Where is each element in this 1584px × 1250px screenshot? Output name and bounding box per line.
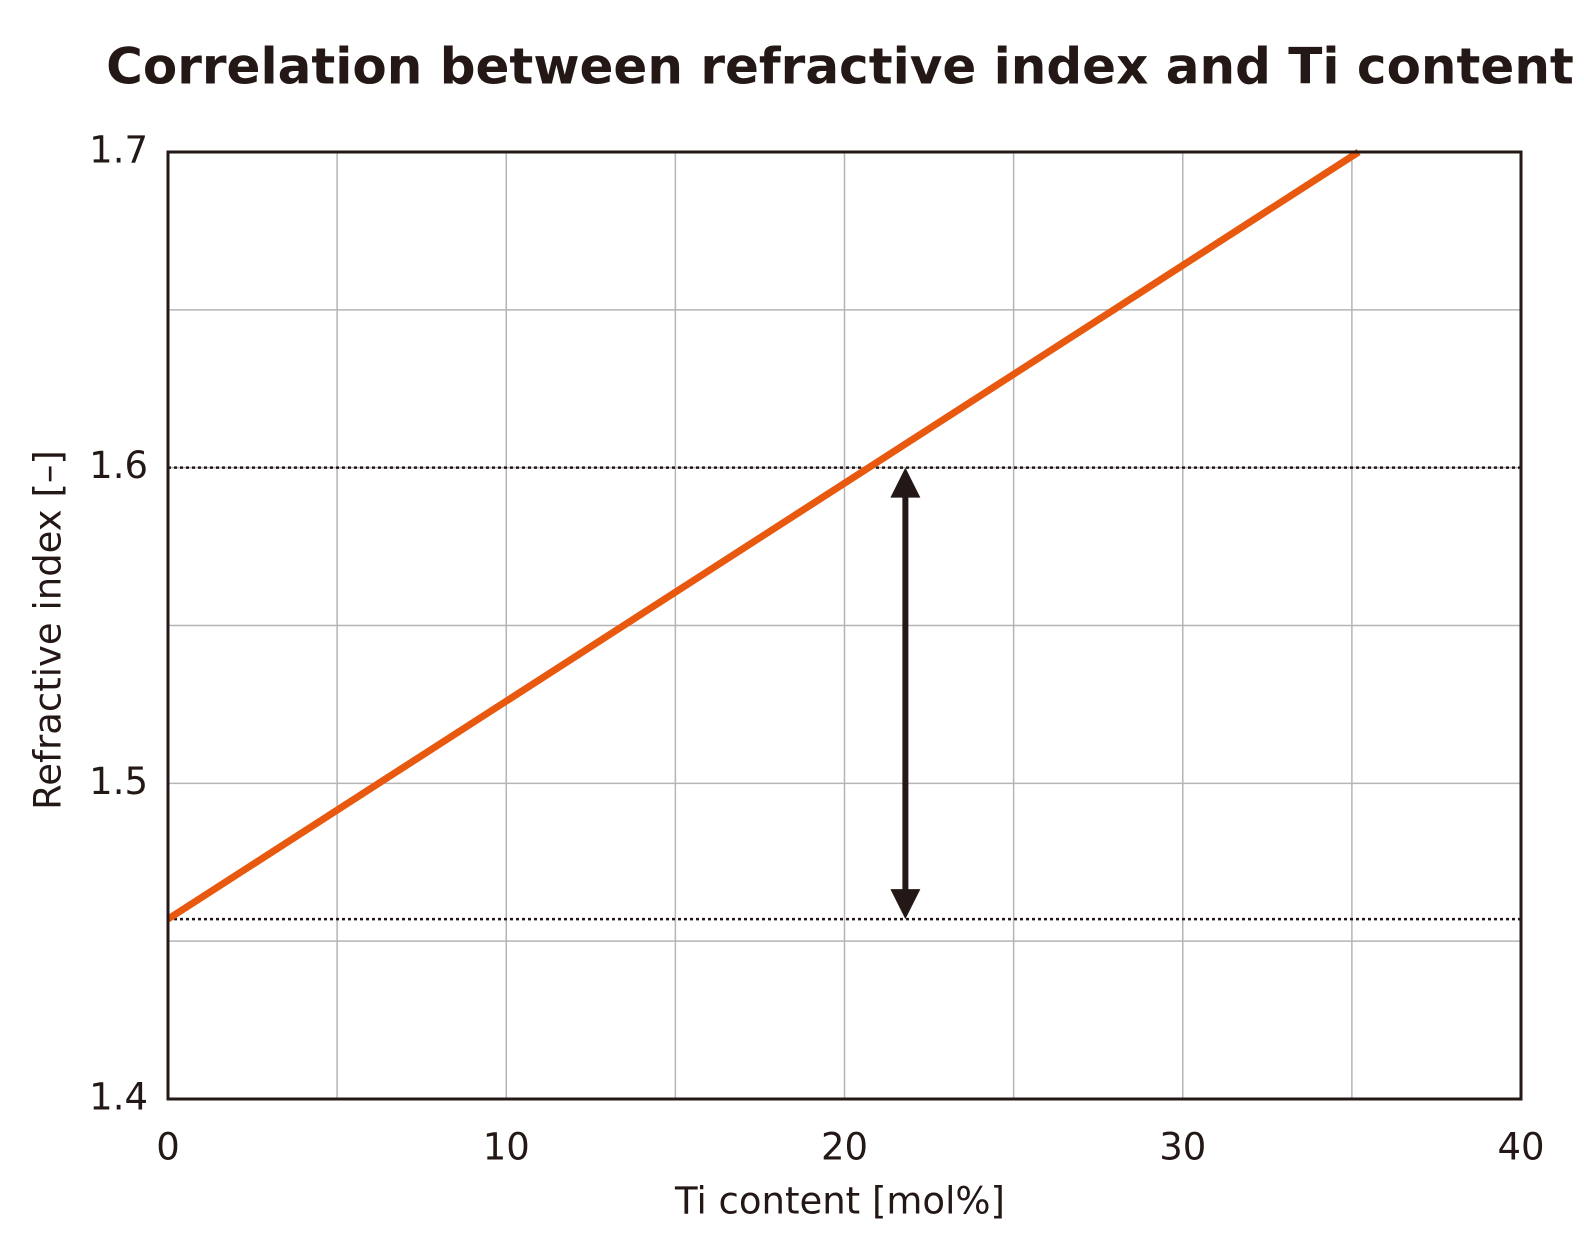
x-tick-label: 10 bbox=[483, 1126, 530, 1169]
y-tick-label: 1.7 bbox=[89, 129, 148, 172]
y-tick-label: 1.4 bbox=[89, 1076, 148, 1119]
x-tick-label: 40 bbox=[1497, 1126, 1544, 1169]
x-tick-label: 30 bbox=[1159, 1126, 1206, 1169]
arrow-head bbox=[890, 889, 921, 920]
y-tick-label: 1.6 bbox=[89, 444, 148, 487]
y-tick-label: 1.5 bbox=[89, 760, 148, 803]
data-line bbox=[166, 149, 1361, 923]
arrow-head bbox=[890, 467, 921, 498]
plot-frame bbox=[166, 150, 1523, 1101]
x-tick-label: 20 bbox=[821, 1126, 868, 1169]
chart-title: Correlation between refractive index and… bbox=[106, 38, 1574, 96]
x-axis-label: Ti content [mol%] bbox=[674, 1180, 1005, 1223]
y-axis-label: Refractive index [–] bbox=[27, 450, 70, 810]
x-tick-label: 0 bbox=[156, 1126, 180, 1169]
